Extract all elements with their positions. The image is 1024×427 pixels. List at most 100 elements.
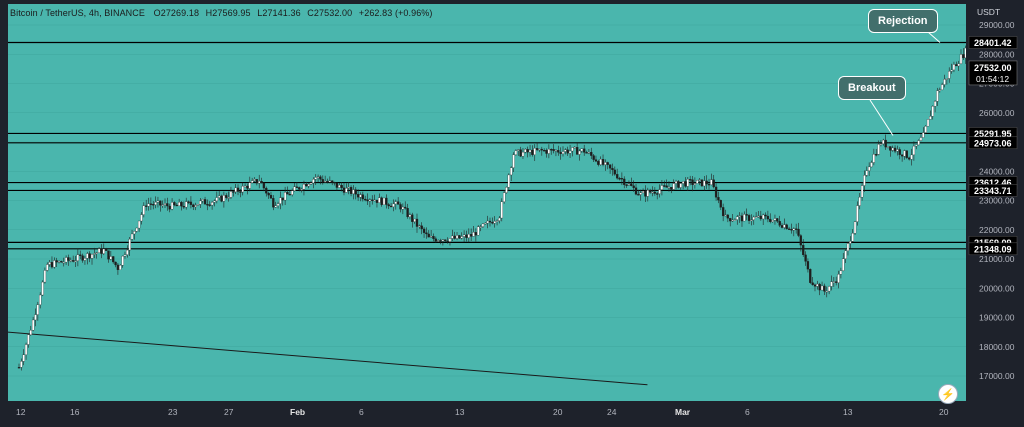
candle-body [522, 152, 524, 156]
candle-body [329, 181, 331, 182]
candle-body [296, 187, 298, 188]
time-axis [0, 401, 1024, 427]
candle-body [619, 178, 621, 179]
candle-body [51, 262, 53, 267]
candle-body [626, 185, 628, 186]
candle-body [633, 186, 635, 188]
candle-body [82, 256, 84, 261]
candle-body [812, 283, 814, 285]
candle-body [211, 202, 213, 205]
candle-body [590, 152, 592, 155]
candle-body [176, 205, 178, 206]
candle-body [454, 236, 456, 239]
candle-body [345, 188, 347, 192]
candle-body [878, 144, 880, 154]
candle-body [929, 116, 931, 119]
candle-body [840, 271, 842, 275]
high-value: H27569.95 [206, 8, 251, 18]
candle-body [183, 206, 185, 207]
candle-body [776, 218, 778, 221]
candle-body [336, 183, 338, 188]
candle-body [892, 148, 894, 150]
candle-body [188, 202, 190, 203]
candle-body [367, 200, 369, 201]
candle-body [729, 218, 731, 221]
candle-body [882, 140, 884, 144]
candle-body [944, 79, 946, 84]
candle-body [936, 91, 938, 102]
candle-body [623, 179, 625, 185]
x-tick-label: 20 [553, 407, 563, 417]
candle-body [774, 218, 776, 220]
candle-body [376, 200, 378, 203]
candle-body [192, 205, 194, 207]
candle-body [880, 144, 882, 145]
candle-body [148, 204, 150, 207]
candle-body [348, 187, 350, 188]
candle-body [150, 204, 152, 205]
x-tick-label: 24 [607, 407, 617, 417]
candle-body [809, 269, 811, 283]
candle-body [49, 262, 51, 264]
symbol-label[interactable]: Bitcoin / TetherUS, 4h, BINANCE [10, 8, 145, 18]
candle-body [235, 188, 237, 192]
flash-icon[interactable]: ⚡ [938, 384, 958, 404]
candle-body [30, 330, 32, 335]
candle-body [946, 78, 948, 79]
candle-body [442, 240, 444, 241]
candle-body [682, 181, 684, 183]
candle-body [816, 284, 818, 286]
candle-body [470, 234, 472, 236]
candle-body [261, 181, 263, 183]
candle-body [312, 179, 314, 183]
candle-body [23, 355, 25, 362]
candle-body [835, 282, 837, 283]
y-tick-label: 26000.00 [979, 108, 1015, 118]
level-label: 23343.71 [974, 186, 1012, 196]
candle-body [666, 186, 668, 188]
candle-body [750, 220, 752, 221]
candle-body [110, 256, 112, 259]
x-tick-label: 20 [939, 407, 949, 417]
y-tick-label: 19000.00 [979, 313, 1015, 323]
candle-body [263, 183, 265, 188]
y-tick-label: 24000.00 [979, 166, 1015, 176]
candle-body [213, 201, 215, 202]
candle-body [279, 198, 281, 204]
y-tick-label: 29000.00 [979, 20, 1015, 30]
candle-body [209, 205, 211, 206]
candle-body [746, 214, 748, 215]
candle-body [468, 234, 470, 238]
candle-body [164, 203, 166, 204]
candle-body [640, 193, 642, 195]
candle-body [875, 154, 877, 155]
candle-body [239, 192, 241, 193]
candle-body [371, 200, 373, 201]
candle-body [84, 258, 86, 260]
candle-body [308, 184, 310, 186]
candle-body [482, 224, 484, 227]
candle-body [67, 257, 69, 260]
candle-body [609, 165, 611, 169]
axis-unit-label: USDT [977, 7, 1000, 17]
candle-body [65, 257, 67, 262]
candle-body [661, 185, 663, 189]
x-tick-label: 13 [843, 407, 853, 417]
candle-body [60, 261, 62, 262]
candle-body [465, 235, 467, 238]
candle-body [112, 256, 114, 261]
candle-body [34, 315, 36, 320]
candle-body [402, 207, 404, 209]
candle-body [849, 241, 851, 243]
candle-body [677, 181, 679, 187]
countdown-label: 01:54:12 [976, 74, 1009, 84]
candle-body [216, 198, 218, 201]
candle-body [908, 158, 910, 159]
candle-body [432, 236, 434, 238]
candle-body [487, 221, 489, 223]
candle-body [859, 197, 861, 205]
candle-body [136, 228, 138, 231]
candle-body [906, 151, 908, 158]
